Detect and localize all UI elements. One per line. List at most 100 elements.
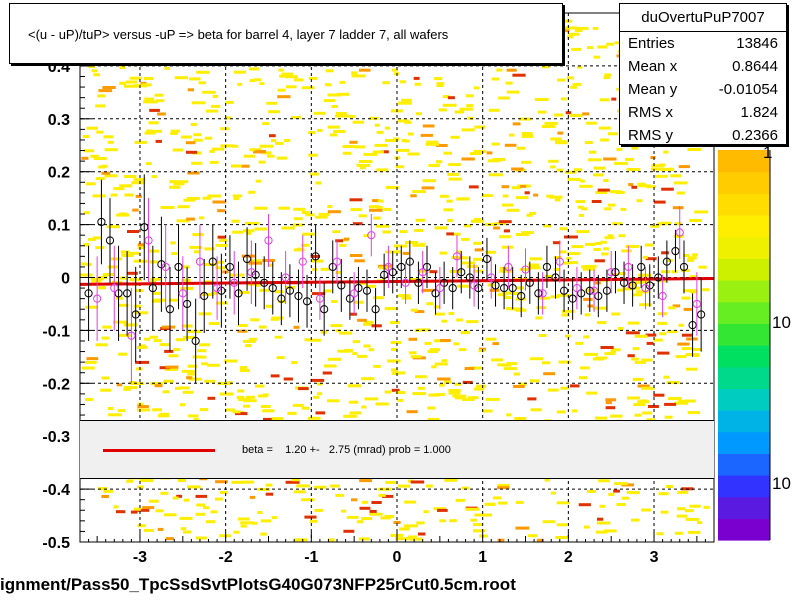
hist-cell	[356, 520, 364, 524]
hist-cell	[198, 216, 205, 220]
hist-cell	[526, 213, 533, 217]
hist-cell	[668, 167, 674, 171]
hist-cell	[677, 342, 690, 346]
hist-cell	[618, 327, 624, 330]
hist-cell	[137, 246, 145, 250]
hist-cell	[570, 85, 577, 89]
hist-cell	[642, 411, 653, 415]
hist-cell	[317, 128, 323, 132]
hist-cell	[689, 218, 696, 222]
hist-cell	[610, 349, 616, 353]
data-point	[675, 228, 684, 237]
hist-cell	[308, 416, 321, 420]
hist-cell	[428, 164, 439, 167]
hist-cell	[391, 388, 400, 392]
hist-cell	[271, 417, 284, 421]
hist-cell	[322, 371, 332, 375]
hist-cell	[333, 130, 346, 133]
hist-cell	[154, 298, 164, 302]
hist-cell	[113, 187, 125, 191]
hist-cell	[155, 139, 162, 143]
hist-cell	[186, 376, 192, 380]
hist-cell	[688, 530, 701, 534]
hist-cell	[339, 331, 353, 335]
hist-cell	[632, 293, 643, 297]
hist-cell	[157, 527, 164, 531]
hist-cell	[428, 393, 440, 397]
hist-cell	[337, 349, 351, 353]
hist-cell	[427, 350, 439, 354]
data-point	[470, 281, 479, 290]
hist-cell	[616, 288, 625, 292]
hist-cell	[215, 480, 228, 484]
hist-cell	[612, 222, 623, 226]
hist-cell	[538, 296, 545, 300]
hist-cell	[137, 524, 146, 528]
hist-cell	[384, 307, 398, 311]
x-tick-label: 2	[564, 549, 573, 566]
data-point	[440, 278, 449, 287]
hist-cell	[482, 513, 493, 517]
hist-cell	[646, 185, 656, 189]
hist-cell	[159, 366, 171, 370]
hist-cell	[646, 418, 655, 422]
hist-cell	[374, 123, 380, 127]
hist-cell	[504, 367, 517, 371]
hist-cell	[560, 97, 567, 101]
hist-cell	[683, 289, 697, 293]
stats-key: Entries	[628, 35, 675, 52]
data-point	[692, 299, 701, 309]
hist-cell	[578, 503, 591, 507]
hist-cell	[133, 259, 148, 263]
hist-cell	[648, 405, 659, 408]
data-point	[422, 262, 432, 272]
data-point	[658, 291, 667, 301]
hist-cell	[435, 144, 448, 147]
hist-cell	[342, 145, 355, 148]
hist-cell	[404, 241, 419, 244]
hist-cell	[104, 148, 118, 152]
hist-cell	[181, 278, 191, 282]
hist-cell	[85, 398, 94, 401]
hist-cell	[506, 208, 520, 212]
hist-cell	[582, 267, 596, 271]
hist-cell	[187, 171, 200, 175]
hist-cell	[258, 394, 268, 398]
hist-cell	[672, 206, 684, 210]
data-point	[435, 283, 444, 293]
hist-cell	[193, 138, 203, 142]
hist-cell	[682, 347, 694, 351]
hist-cell	[438, 108, 447, 112]
hist-cell	[604, 352, 616, 356]
hist-cell	[632, 347, 640, 351]
hist-cell	[182, 390, 193, 394]
hist-cell	[588, 150, 597, 154]
hist-cell	[137, 405, 149, 409]
hist-cell	[91, 279, 101, 283]
hist-cell	[119, 184, 133, 188]
hist-cell	[427, 406, 436, 410]
hist-cell	[349, 254, 363, 257]
data-point	[607, 268, 616, 277]
stats-row-mean-x: Mean x 0.8644	[628, 58, 778, 80]
hist-cell	[174, 76, 188, 80]
hist-cell	[293, 325, 300, 329]
hist-cell	[275, 141, 284, 145]
hist-cell	[506, 68, 517, 72]
hist-cell	[249, 148, 261, 152]
fit-legend: beta = 1.20 +- 2.75 (mrad) prob = 1.000	[80, 420, 714, 479]
hist-cell	[414, 310, 425, 314]
hist-cell	[141, 83, 152, 87]
hist-cell	[349, 411, 362, 415]
hist-cell	[436, 82, 445, 86]
hist-cell	[201, 362, 208, 366]
hist-cell	[454, 396, 467, 400]
hist-cell	[412, 243, 426, 247]
hist-cell	[562, 309, 575, 313]
hist-cell	[116, 296, 123, 300]
hist-cell	[676, 507, 686, 511]
hist-cell	[254, 206, 268, 210]
data-point	[174, 262, 183, 272]
colorbar-segment	[718, 453, 770, 476]
hist-cell	[157, 414, 170, 418]
